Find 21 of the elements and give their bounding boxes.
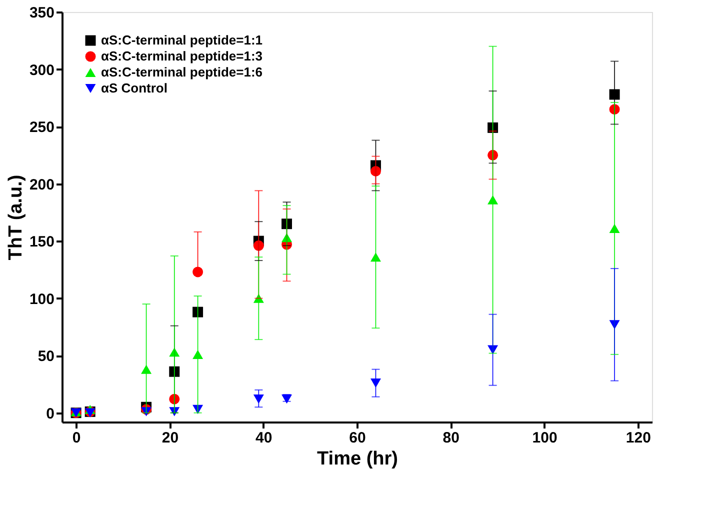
x-tick-label: 120 [626,430,651,446]
y-tick-label: 0 [46,405,54,422]
legend-label: αS Control [101,80,168,96]
y-tick-label: 100 [29,290,54,308]
legend-label: αS:C-terminal peptide=1:6 [101,64,262,80]
y-tick-label: 50 [38,348,54,366]
x-tick-label: 60 [349,430,366,446]
legend-label: αS:C-terminal peptide=1:1 [101,32,262,48]
y-tick-label: 200 [29,176,54,194]
x-tick-label: 20 [162,430,179,446]
y-tick-label: 150 [29,234,54,251]
legend-label: αS:C-terminal peptide=1:3 [101,48,262,64]
x-axis-title: Time (hr) [317,448,398,470]
y-axis-title: ThT (a.u.) [5,174,26,260]
y-tick-label: 300 [29,62,54,79]
x-tick-label: 100 [532,430,558,446]
y-tick-label: 250 [29,119,54,136]
x-tick-label: 0 [72,430,81,446]
y-tick-label: 350 [29,4,54,22]
x-tick-label: 80 [442,430,460,446]
x-tick-label: 40 [256,430,272,446]
